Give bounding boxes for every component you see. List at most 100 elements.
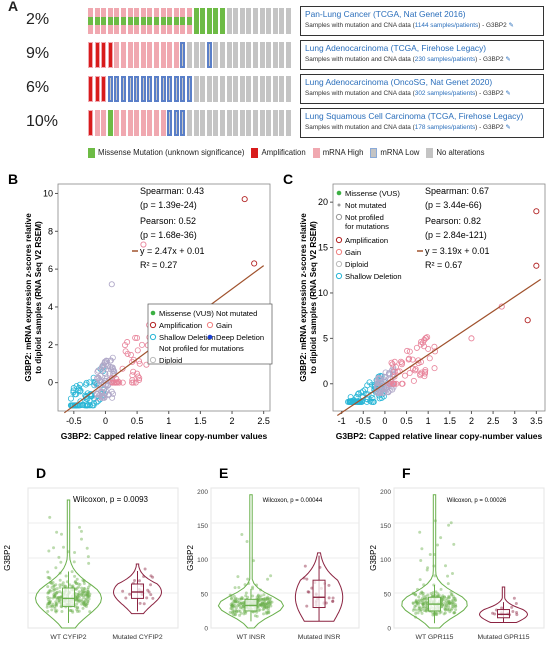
- data-point: [424, 609, 428, 613]
- edit-icon[interactable]: ✎: [503, 124, 511, 131]
- mutation-mark: [200, 17, 206, 25]
- oncoprint-cell: [127, 8, 133, 34]
- data-point: [412, 366, 419, 373]
- y-axis-label: G3BP2: [3, 545, 12, 571]
- data-point: [263, 605, 267, 609]
- data-point: [53, 595, 57, 599]
- x-tick-label: WT INSR: [237, 634, 266, 641]
- data-point: [259, 602, 263, 606]
- alteration-percent: 2%: [26, 11, 50, 28]
- data-point: [230, 603, 234, 607]
- sample-count[interactable]: 178 samples/patients: [414, 124, 476, 131]
- data-point: [422, 597, 426, 601]
- data-point: [454, 608, 458, 612]
- study-card[interactable]: Lung Adenocarcinoma (OncoSG, Nat Genet 2…: [300, 74, 544, 104]
- edit-icon[interactable]: ✎: [503, 56, 511, 63]
- data-point: [107, 357, 114, 364]
- data-point: [421, 602, 425, 606]
- data-point: [149, 593, 153, 597]
- oncoprint-cell: [160, 8, 166, 34]
- data-point: [233, 597, 237, 601]
- study-title[interactable]: Lung Adenocarcinoma (OncoSG, Nat Genet 2…: [305, 77, 493, 87]
- data-point: [237, 602, 241, 606]
- legend-label: Amplification: [261, 148, 306, 158]
- data-point: [46, 585, 50, 589]
- data-point: [251, 260, 258, 267]
- data-point: [418, 530, 422, 534]
- data-point: [303, 564, 307, 568]
- oncoprint-cell: [160, 76, 166, 102]
- pearson-value: Pearson: 0.52: [140, 216, 196, 226]
- data-point: [86, 585, 90, 589]
- y-tick-label: 6: [48, 264, 53, 274]
- data-point: [415, 587, 419, 591]
- data-point: [46, 591, 50, 595]
- data-point: [413, 604, 417, 608]
- sample-count[interactable]: 230 samples/patients: [414, 56, 476, 63]
- data-point: [232, 594, 236, 598]
- legend-marker: [337, 203, 341, 207]
- study-card[interactable]: Lung Squamous Cell Carcinoma (TCGA, Fire…: [300, 108, 544, 138]
- spearman-value: Spearman: 0.67: [425, 186, 489, 196]
- oncoprint-cell: [200, 42, 206, 68]
- data-point: [143, 361, 150, 368]
- data-point: [262, 600, 266, 604]
- data-point: [419, 559, 423, 563]
- data-point: [425, 608, 429, 612]
- data-point: [99, 388, 106, 395]
- oncoprint-cell: [121, 76, 126, 102]
- oncoprint-cell: [154, 110, 159, 136]
- data-point: [124, 339, 131, 346]
- data-point: [260, 601, 264, 605]
- study-title[interactable]: Lung Squamous Cell Carcinoma (TCGA, Fire…: [305, 111, 524, 121]
- legend-swatch: [370, 148, 378, 158]
- data-point: [59, 598, 63, 602]
- y-tick-label: 150: [197, 523, 208, 530]
- data-point: [269, 574, 273, 578]
- data-point: [77, 600, 81, 604]
- data-point: [86, 591, 90, 595]
- data-point: [54, 604, 58, 608]
- data-point: [269, 604, 273, 608]
- data-point: [57, 598, 61, 602]
- study-card[interactable]: Lung Adenocarcinoma (TCGA, Firehose Lega…: [300, 40, 544, 70]
- data-point: [267, 604, 271, 608]
- panel-label: D: [36, 465, 46, 481]
- study-title[interactable]: Pan-Lung Cancer (TCGA, Nat Genet 2016): [305, 9, 466, 19]
- data-point: [451, 603, 455, 607]
- data-point: [80, 588, 84, 592]
- data-point: [491, 611, 495, 615]
- data-point: [331, 599, 335, 603]
- mutation-mark: [121, 17, 126, 25]
- data-point: [127, 351, 134, 358]
- data-point: [229, 594, 233, 598]
- x-tick-label: 0.5: [131, 416, 144, 426]
- data-point: [82, 601, 86, 605]
- data-point: [412, 607, 416, 611]
- y-tick-label: 100: [197, 557, 208, 564]
- data-point: [75, 608, 79, 612]
- study-card[interactable]: Pan-Lung Cancer (TCGA, Nat Genet 2016) Sa…: [300, 6, 544, 36]
- oncoprint-cell: [114, 110, 120, 136]
- x-tick-label: -1: [338, 416, 346, 426]
- data-point: [78, 582, 82, 586]
- sample-count[interactable]: 1144 samples/patients: [414, 22, 479, 29]
- edit-icon[interactable]: ✎: [503, 90, 511, 97]
- edit-icon[interactable]: ✎: [506, 22, 514, 29]
- study-title[interactable]: Lung Adenocarcinoma (TCGA, Firehose Lega…: [305, 43, 487, 53]
- data-point: [86, 555, 90, 559]
- data-point: [417, 602, 421, 606]
- data-point: [75, 605, 79, 609]
- sample-count[interactable]: 302 samples/patients: [414, 90, 476, 97]
- data-point: [259, 594, 263, 598]
- data-point: [424, 603, 428, 607]
- data-point: [264, 610, 268, 614]
- data-point: [47, 600, 51, 604]
- data-point: [257, 608, 261, 612]
- data-point: [230, 611, 234, 615]
- oncoprint-cell: [193, 110, 199, 136]
- data-point: [442, 598, 446, 602]
- data-point: [419, 339, 426, 346]
- scatter-plot-c: C -1 -0.5 0 0.5 1 1.5 2 2.5 3 3.5 0 5 10 15 20 G3BP2: Ca…: [283, 171, 546, 441]
- legend-item: mRNA Low: [370, 148, 419, 158]
